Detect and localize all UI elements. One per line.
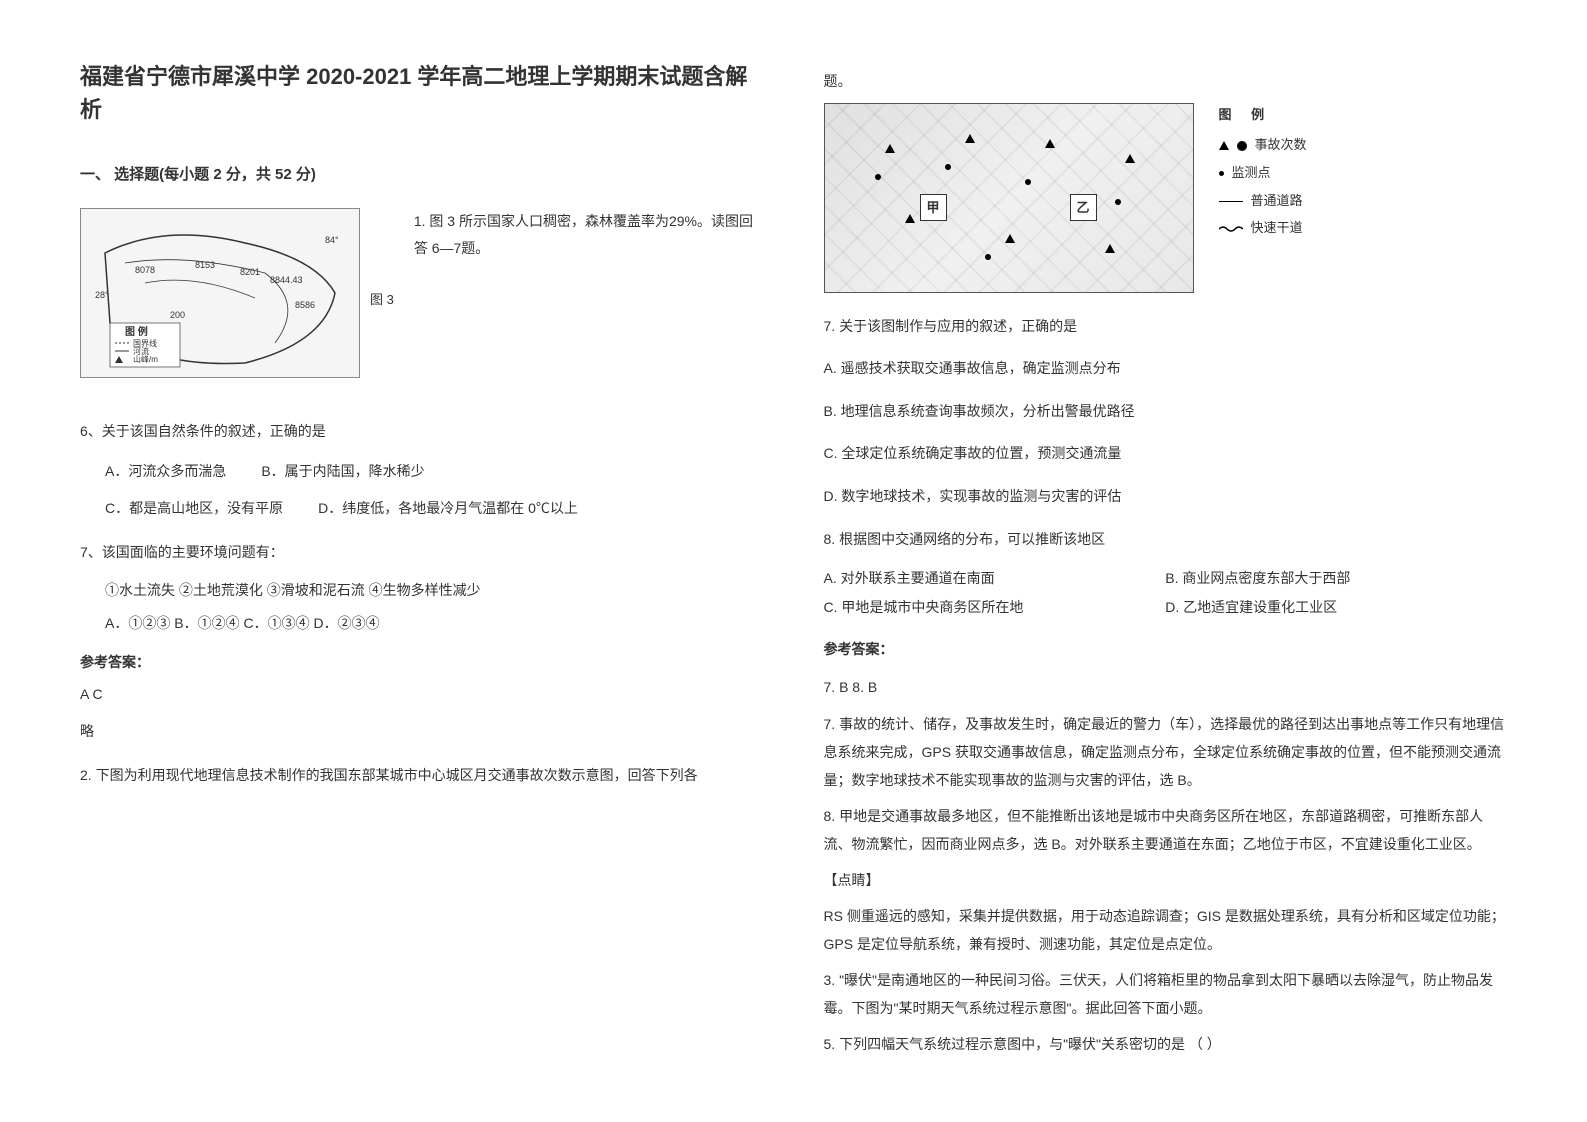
- city-traffic-map: 甲 乙: [824, 103, 1194, 293]
- q2-q8-c: C. 甲地是城市中央商务区所在地: [824, 593, 1166, 622]
- legend-expressway-label: 快速干道: [1251, 216, 1303, 241]
- q2-q8-a: A. 对外联系主要通道在南面: [824, 564, 1166, 593]
- q6-text: 6、关于该国自然条件的叙述，正确的是: [80, 418, 764, 445]
- q6-choice-d: D．纬度低，各地最冷月气温都在 0℃以上: [318, 496, 578, 521]
- svg-text:200: 200: [170, 310, 185, 320]
- accident-marker: [965, 134, 975, 143]
- q2-q8: 8. 根据图中交通网络的分布，可以推断该地区: [824, 526, 1508, 553]
- q1-figure-block: 8078 8153 8201 8844.43 8586 84° 28° 200 …: [80, 208, 764, 311]
- svg-text:山峰/m: 山峰/m: [133, 354, 158, 364]
- left-column: 福建省宁德市犀溪中学 2020-2021 学年高二地理上学期期末试题含解析 一、…: [80, 60, 764, 1062]
- right-column: 题。 甲 乙 图 例 事故次数: [824, 60, 1508, 1062]
- q3-q5: 5. 下列四幅天气系统过程示意图中，与"曝伏"关系密切的是 （ ）: [824, 1030, 1508, 1058]
- q6-choice-b: B．属于内陆国，降水稀少: [261, 459, 424, 484]
- monitor-dot: [1025, 179, 1031, 185]
- svg-text:图 例: 图 例: [125, 325, 148, 338]
- accident-marker: [1045, 139, 1055, 148]
- svg-text:8078: 8078: [135, 265, 155, 275]
- monitor-dot: [1115, 199, 1121, 205]
- legend-monitor-label: 监测点: [1232, 161, 1271, 186]
- svg-text:8201: 8201: [240, 267, 260, 277]
- section-header: 一、 选择题(每小题 2 分，共 52 分): [80, 161, 764, 188]
- q6-choices-row1: A．河流众多而湍急 B．属于内陆国，降水稀少: [80, 459, 764, 484]
- q2-explain7: 7. 事故的统计、储存，及事故发生时，确定最近的警力（车），选择最优的路径到达出…: [824, 710, 1508, 794]
- q2-tip: RS 侧重遥远的感知，采集并提供数据，用于动态追踪调查；GIS 是数据处理系统，…: [824, 902, 1508, 958]
- q2-answers: 7. B 8. B: [824, 675, 1508, 700]
- q6-choices-row2: C．都是高山地区，没有平原 D．纬度低，各地最冷月气温都在 0℃以上: [80, 496, 764, 521]
- q2-q8-b: B. 商业网点密度东部大于西部: [1165, 564, 1507, 593]
- q2-answer-label: 参考答案：: [824, 637, 1508, 662]
- q7-text: 7、该国面临的主要环境问题有：: [80, 539, 764, 566]
- accident-marker: [1125, 154, 1135, 163]
- legend-expressway: 快速干道: [1219, 216, 1307, 241]
- triangle-icon: [1219, 141, 1229, 150]
- q6-choice-a: A．河流众多而湍急: [105, 459, 226, 484]
- dot-icon: [1219, 171, 1224, 176]
- legend-road-label: 普通道路: [1251, 189, 1303, 214]
- svg-text:28°: 28°: [95, 290, 109, 300]
- q2-q8-d: D. 乙地适宜建设重化工业区: [1165, 593, 1507, 622]
- q2-q8-choices: A. 对外联系主要通道在南面 B. 商业网点密度东部大于西部 C. 甲地是城市中…: [824, 564, 1508, 622]
- document-title: 福建省宁德市犀溪中学 2020-2021 学年高二地理上学期期末试题含解析: [80, 60, 764, 126]
- q2-explain8: 8. 甲地是交通事故最多地区，但不能推断出该地是城市中央商务区所在地区，东部道路…: [824, 802, 1508, 858]
- line-icon: [1219, 201, 1243, 202]
- svg-text:8844.43: 8844.43: [270, 275, 303, 285]
- legend-road: 普通道路: [1219, 189, 1307, 214]
- svg-text:8153: 8153: [195, 260, 215, 270]
- q2-q7-b: B. 地理信息系统查询事故频次，分析出警最优路径: [824, 398, 1508, 425]
- legend-monitor: 监测点: [1219, 161, 1307, 186]
- legend-title: 图 例: [1219, 103, 1307, 128]
- q7-options: ①水土流失 ②土地荒漠化 ③滑坡和泥石流 ④生物多样性减少: [80, 578, 764, 603]
- q2-q7-a: A. 遥感技术获取交通事故信息，确定监测点分布: [824, 355, 1508, 382]
- circle-icon: [1237, 141, 1247, 151]
- svg-text:8586: 8586: [295, 300, 315, 310]
- accident-marker: [885, 144, 895, 153]
- q2-intro: 2. 下图为利用现代地理信息技术制作的我国东部某城市中心城区月交通事故次数示意图…: [80, 762, 764, 789]
- q6-choice-c: C．都是高山地区，没有平原: [105, 496, 283, 521]
- q2-q7-d: D. 数字地球技术，实现事故的监测与灾害的评估: [824, 483, 1508, 510]
- figure-3-caption: 图 3: [370, 288, 394, 311]
- q7-choices: A．①②③ B．①②④ C．①③④ D．②③④: [80, 611, 764, 636]
- map-figure-wrapper: 8078 8153 8201 8844.43 8586 84° 28° 200 …: [80, 208, 394, 311]
- map-label-jia: 甲: [920, 194, 947, 221]
- accident-marker: [1005, 234, 1015, 243]
- map-figure-3: 8078 8153 8201 8844.43 8586 84° 28° 200 …: [80, 208, 360, 378]
- q3-intro: 3. "曝伏"是南通地区的一种民间习俗。三伏天，人们将箱柜里的物品拿到太阳下暴晒…: [824, 966, 1508, 1022]
- accident-marker: [905, 214, 915, 223]
- monitor-dot: [875, 174, 881, 180]
- monitor-dot: [985, 254, 991, 260]
- accident-marker: [1105, 244, 1115, 253]
- legend-accident: 事故次数: [1219, 133, 1307, 158]
- q1-answer-label: 参考答案：: [80, 650, 764, 675]
- monitor-dot: [945, 164, 951, 170]
- city-map-row: 甲 乙 图 例 事故次数 监测点: [824, 103, 1508, 293]
- q2-tip-label: 【点睛】: [824, 866, 1508, 894]
- svg-text:84°: 84°: [325, 235, 339, 245]
- q1-answer: A C: [80, 682, 764, 707]
- q2-q7-c: C. 全球定位系统确定事故的位置，预测交通流量: [824, 440, 1508, 467]
- legend-accident-label: 事故次数: [1255, 133, 1307, 158]
- legend-block: 图 例 事故次数 监测点 普通道路 快速干道: [1209, 103, 1307, 244]
- q1-intro-text: 1. 图 3 所示国家人口稠密，森林覆盖率为29%。读图回答 6—7题。: [414, 208, 764, 261]
- q1-brief: 略: [80, 719, 764, 744]
- map-label-yi: 乙: [1070, 194, 1097, 221]
- q2-q7: 7. 关于该图制作与应用的叙述，正确的是: [824, 313, 1508, 340]
- q2-intro-cont: 题。: [824, 68, 1508, 95]
- wave-icon: [1219, 225, 1243, 233]
